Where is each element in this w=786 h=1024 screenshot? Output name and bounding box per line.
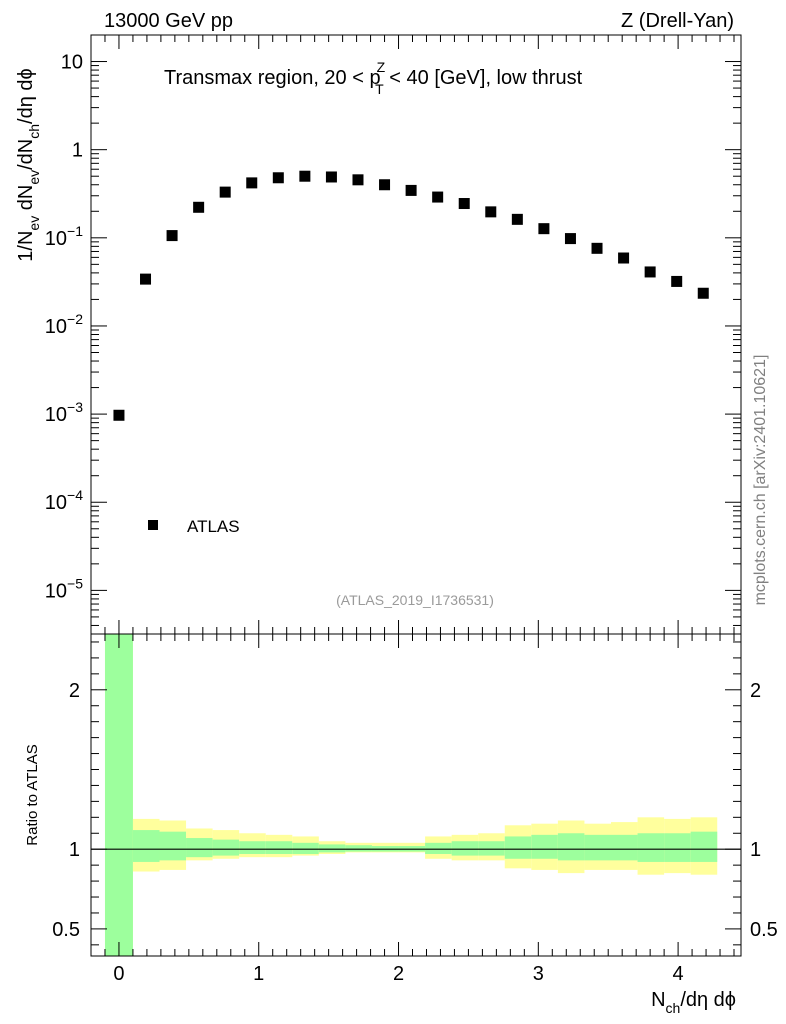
ratio-band-green bbox=[690, 831, 718, 862]
ratio-band-green bbox=[531, 834, 558, 859]
y-tick-label: 10−5 bbox=[45, 575, 83, 602]
ratio-band-green bbox=[425, 842, 452, 854]
ratio-band-green bbox=[478, 841, 505, 856]
data-markers bbox=[113, 170, 709, 421]
data-point bbox=[219, 186, 231, 198]
legend-label: ATLAS bbox=[187, 517, 240, 536]
data-point bbox=[618, 252, 630, 264]
ratio-y-tick-label: 2 bbox=[69, 680, 80, 702]
analysis-label: (ATLAS_2019_I1736531) bbox=[336, 592, 494, 608]
ratio-band-green bbox=[637, 833, 665, 862]
x-axis-label: Nch/dη dϕ bbox=[651, 989, 736, 1016]
ratio-plot-frame bbox=[90, 633, 742, 957]
ratio-y-tick-label-right: 0.5 bbox=[750, 919, 778, 941]
y-tick-label: 10−3 bbox=[45, 399, 83, 426]
ratio-band-green bbox=[265, 841, 293, 854]
x-tick-label: 4 bbox=[673, 963, 684, 985]
ratio-band-green bbox=[212, 839, 240, 856]
data-point bbox=[485, 206, 497, 218]
data-point bbox=[166, 230, 178, 242]
ratio-bands bbox=[91, 634, 741, 956]
ratio-band-green bbox=[611, 834, 638, 861]
data-point bbox=[140, 273, 152, 285]
data-point bbox=[591, 242, 603, 254]
data-point bbox=[697, 287, 709, 299]
x-tick-label: 3 bbox=[533, 963, 544, 985]
data-point bbox=[405, 184, 417, 196]
ratio-y-tick-label: 0.5 bbox=[52, 919, 80, 941]
header-process-label: Z (Drell-Yan) bbox=[621, 10, 734, 32]
ratio-band-green bbox=[186, 838, 213, 858]
plot-title: Transmax region, 20 < pZ T < 40 [GeV], lo… bbox=[164, 59, 583, 97]
ratio-band-green bbox=[557, 833, 585, 861]
axis-ticks bbox=[90, 34, 741, 956]
ratio-y-tick-label-right: 2 bbox=[750, 680, 761, 702]
ratio-band-green bbox=[345, 845, 372, 852]
data-point bbox=[458, 198, 470, 210]
x-tick-label: 2 bbox=[393, 963, 404, 985]
data-point bbox=[644, 266, 656, 278]
data-point bbox=[379, 179, 391, 191]
y-tick-label: 10−2 bbox=[45, 311, 83, 338]
x-tick-label: 1 bbox=[253, 963, 264, 985]
side-source-label: mcplots.cern.ch [arXiv:2401.10621] bbox=[752, 355, 769, 606]
data-point bbox=[193, 201, 205, 213]
ratio-band-green bbox=[132, 830, 160, 862]
data-point bbox=[246, 177, 258, 189]
header-energy-label: 13000 GeV pp bbox=[104, 10, 233, 32]
data-point bbox=[113, 409, 125, 421]
ratio-band-green bbox=[104, 634, 133, 956]
y-tick-label: 1 bbox=[72, 140, 83, 162]
ratio-y-tick-label: 1 bbox=[69, 839, 80, 861]
main-plot-frame bbox=[90, 34, 742, 635]
ratio-y-tick-label-right: 1 bbox=[750, 839, 761, 861]
data-point bbox=[671, 275, 683, 287]
data-point bbox=[299, 170, 311, 182]
ratio-band-green bbox=[504, 836, 532, 859]
y-tick-label: 10−4 bbox=[45, 487, 83, 514]
ratio-band-green bbox=[664, 833, 691, 862]
tick-labels: 0 1 2 3 4 10 1 10−1 10−2 10−3 10−4 10−5 2 2 1 1 0.5 0.5 bbox=[45, 52, 778, 985]
y-tick-label: 10−1 bbox=[45, 223, 83, 250]
ratio-band-green bbox=[159, 831, 187, 861]
ratio-band-green bbox=[584, 834, 611, 861]
data-point bbox=[511, 213, 523, 225]
ratio-band-green bbox=[451, 841, 479, 856]
ratio-y-axis-label: Ratio to ATLAS bbox=[24, 744, 41, 845]
y-tick-label: 10 bbox=[61, 52, 83, 74]
y-axis-label: 1/Nev dNev/dNch/dη dϕ bbox=[15, 68, 42, 261]
data-point bbox=[564, 233, 576, 245]
ratio-band-green bbox=[239, 841, 266, 854]
data-point bbox=[352, 174, 364, 186]
data-point bbox=[432, 191, 444, 203]
x-tick-label: 0 bbox=[113, 963, 124, 985]
ratio-band-green bbox=[318, 844, 346, 853]
legend-marker bbox=[148, 520, 158, 530]
data-point bbox=[325, 171, 337, 183]
data-point bbox=[538, 223, 550, 235]
data-point bbox=[272, 172, 284, 184]
ratio-band-green bbox=[292, 842, 319, 854]
